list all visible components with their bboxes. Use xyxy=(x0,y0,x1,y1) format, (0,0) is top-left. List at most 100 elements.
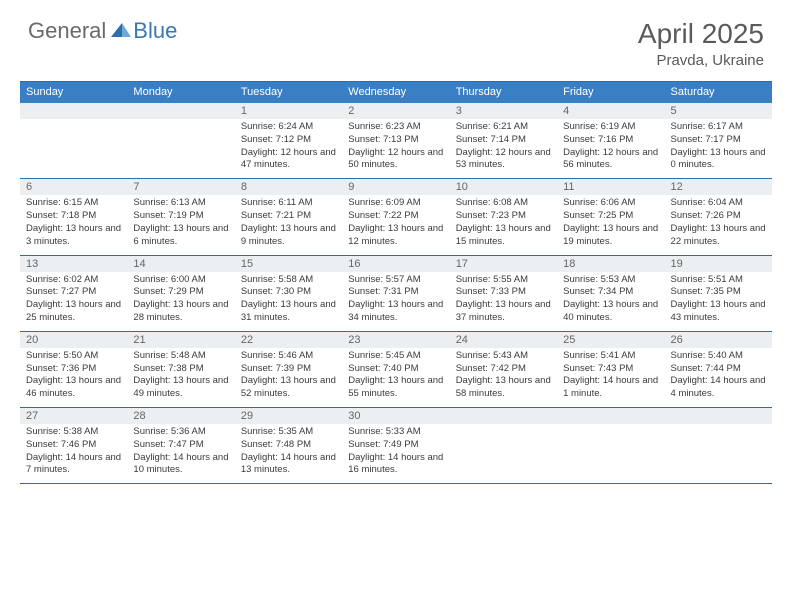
calendar-day: 4Sunrise: 6:19 AMSunset: 7:16 PMDaylight… xyxy=(557,103,664,178)
calendar-week: 6Sunrise: 6:15 AMSunset: 7:18 PMDaylight… xyxy=(20,179,772,255)
daylight-text: Daylight: 13 hours and 34 minutes. xyxy=(348,299,443,325)
calendar-day: 25Sunrise: 5:41 AMSunset: 7:43 PMDayligh… xyxy=(557,332,664,407)
sunrise-text: Sunrise: 6:17 AM xyxy=(671,121,766,134)
sunset-text: Sunset: 7:18 PM xyxy=(26,210,121,223)
daylight-text: Daylight: 14 hours and 10 minutes. xyxy=(133,452,228,478)
sunset-text: Sunset: 7:30 PM xyxy=(241,286,336,299)
calendar-day: 1Sunrise: 6:24 AMSunset: 7:12 PMDaylight… xyxy=(235,103,342,178)
daylight-text: Daylight: 13 hours and 46 minutes. xyxy=(26,375,121,401)
day-number: 5 xyxy=(665,103,772,119)
brand-part2: Blue xyxy=(133,18,177,44)
day-body: Sunrise: 5:36 AMSunset: 7:47 PMDaylight:… xyxy=(127,424,234,483)
day-body: Sunrise: 6:24 AMSunset: 7:12 PMDaylight:… xyxy=(235,119,342,178)
daylight-text: Daylight: 12 hours and 50 minutes. xyxy=(348,147,443,173)
sunrise-text: Sunrise: 6:08 AM xyxy=(456,197,551,210)
sunset-text: Sunset: 7:46 PM xyxy=(26,439,121,452)
daylight-text: Daylight: 13 hours and 12 minutes. xyxy=(348,223,443,249)
dow-friday: Friday xyxy=(557,82,664,103)
day-body: Sunrise: 6:23 AMSunset: 7:13 PMDaylight:… xyxy=(342,119,449,178)
day-number: 4 xyxy=(557,103,664,119)
calendar-grid: Sunday Monday Tuesday Wednesday Thursday… xyxy=(20,81,772,484)
sunset-text: Sunset: 7:33 PM xyxy=(456,286,551,299)
daylight-text: Daylight: 13 hours and 25 minutes. xyxy=(26,299,121,325)
page-header: General Blue April 2025 Pravda, Ukraine xyxy=(0,0,792,77)
dow-wednesday: Wednesday xyxy=(342,82,449,103)
daylight-text: Daylight: 13 hours and 19 minutes. xyxy=(563,223,658,249)
sunrise-text: Sunrise: 5:58 AM xyxy=(241,274,336,287)
day-number xyxy=(450,408,557,424)
day-body xyxy=(665,424,772,482)
day-number: 21 xyxy=(127,332,234,348)
daylight-text: Daylight: 13 hours and 28 minutes. xyxy=(133,299,228,325)
day-number: 1 xyxy=(235,103,342,119)
sunrise-text: Sunrise: 5:46 AM xyxy=(241,350,336,363)
day-number: 22 xyxy=(235,332,342,348)
day-body: Sunrise: 5:50 AMSunset: 7:36 PMDaylight:… xyxy=(20,348,127,407)
month-title: April 2025 xyxy=(638,18,764,50)
day-number: 14 xyxy=(127,256,234,272)
day-of-week-header: Sunday Monday Tuesday Wednesday Thursday… xyxy=(20,82,772,103)
sunrise-text: Sunrise: 5:36 AM xyxy=(133,426,228,439)
location-label: Pravda, Ukraine xyxy=(638,52,764,69)
daylight-text: Daylight: 12 hours and 56 minutes. xyxy=(563,147,658,173)
day-body: Sunrise: 6:09 AMSunset: 7:22 PMDaylight:… xyxy=(342,195,449,254)
day-number: 16 xyxy=(342,256,449,272)
sunset-text: Sunset: 7:14 PM xyxy=(456,134,551,147)
day-body: Sunrise: 5:43 AMSunset: 7:42 PMDaylight:… xyxy=(450,348,557,407)
sunset-text: Sunset: 7:27 PM xyxy=(26,286,121,299)
calendar-day: 2Sunrise: 6:23 AMSunset: 7:13 PMDaylight… xyxy=(342,103,449,178)
brand-part1: General xyxy=(28,18,106,44)
sunrise-text: Sunrise: 5:43 AM xyxy=(456,350,551,363)
day-number: 8 xyxy=(235,179,342,195)
day-number: 10 xyxy=(450,179,557,195)
day-body: Sunrise: 6:08 AMSunset: 7:23 PMDaylight:… xyxy=(450,195,557,254)
day-number: 19 xyxy=(665,256,772,272)
day-number: 2 xyxy=(342,103,449,119)
sunrise-text: Sunrise: 6:06 AM xyxy=(563,197,658,210)
calendar-day: 29Sunrise: 5:35 AMSunset: 7:48 PMDayligh… xyxy=(235,408,342,483)
day-body: Sunrise: 6:21 AMSunset: 7:14 PMDaylight:… xyxy=(450,119,557,178)
day-number: 7 xyxy=(127,179,234,195)
day-body: Sunrise: 5:38 AMSunset: 7:46 PMDaylight:… xyxy=(20,424,127,483)
daylight-text: Daylight: 12 hours and 47 minutes. xyxy=(241,147,336,173)
daylight-text: Daylight: 13 hours and 3 minutes. xyxy=(26,223,121,249)
sunrise-text: Sunrise: 5:51 AM xyxy=(671,274,766,287)
calendar-day: 7Sunrise: 6:13 AMSunset: 7:19 PMDaylight… xyxy=(127,179,234,254)
dow-tuesday: Tuesday xyxy=(235,82,342,103)
daylight-text: Daylight: 13 hours and 52 minutes. xyxy=(241,375,336,401)
calendar-day xyxy=(127,103,234,178)
sunrise-text: Sunrise: 6:23 AM xyxy=(348,121,443,134)
sunset-text: Sunset: 7:36 PM xyxy=(26,363,121,376)
calendar-day: 26Sunrise: 5:40 AMSunset: 7:44 PMDayligh… xyxy=(665,332,772,407)
day-body xyxy=(557,424,664,482)
title-block: April 2025 Pravda, Ukraine xyxy=(638,18,764,69)
day-body: Sunrise: 5:51 AMSunset: 7:35 PMDaylight:… xyxy=(665,272,772,331)
sunrise-text: Sunrise: 5:57 AM xyxy=(348,274,443,287)
calendar-day: 23Sunrise: 5:45 AMSunset: 7:40 PMDayligh… xyxy=(342,332,449,407)
daylight-text: Daylight: 13 hours and 15 minutes. xyxy=(456,223,551,249)
sunset-text: Sunset: 7:47 PM xyxy=(133,439,228,452)
sunrise-text: Sunrise: 5:33 AM xyxy=(348,426,443,439)
day-number: 13 xyxy=(20,256,127,272)
sunset-text: Sunset: 7:13 PM xyxy=(348,134,443,147)
day-body: Sunrise: 6:15 AMSunset: 7:18 PMDaylight:… xyxy=(20,195,127,254)
daylight-text: Daylight: 13 hours and 58 minutes. xyxy=(456,375,551,401)
sunrise-text: Sunrise: 6:19 AM xyxy=(563,121,658,134)
sunset-text: Sunset: 7:42 PM xyxy=(456,363,551,376)
sunrise-text: Sunrise: 6:15 AM xyxy=(26,197,121,210)
calendar-day: 20Sunrise: 5:50 AMSunset: 7:36 PMDayligh… xyxy=(20,332,127,407)
day-body: Sunrise: 6:13 AMSunset: 7:19 PMDaylight:… xyxy=(127,195,234,254)
calendar-day xyxy=(20,103,127,178)
day-body: Sunrise: 5:55 AMSunset: 7:33 PMDaylight:… xyxy=(450,272,557,331)
sunset-text: Sunset: 7:17 PM xyxy=(671,134,766,147)
day-number: 24 xyxy=(450,332,557,348)
daylight-text: Daylight: 14 hours and 7 minutes. xyxy=(26,452,121,478)
sunset-text: Sunset: 7:31 PM xyxy=(348,286,443,299)
day-body: Sunrise: 6:02 AMSunset: 7:27 PMDaylight:… xyxy=(20,272,127,331)
calendar-week: 20Sunrise: 5:50 AMSunset: 7:36 PMDayligh… xyxy=(20,332,772,408)
day-body: Sunrise: 5:45 AMSunset: 7:40 PMDaylight:… xyxy=(342,348,449,407)
sunrise-text: Sunrise: 6:21 AM xyxy=(456,121,551,134)
sunrise-text: Sunrise: 5:35 AM xyxy=(241,426,336,439)
calendar-day: 28Sunrise: 5:36 AMSunset: 7:47 PMDayligh… xyxy=(127,408,234,483)
day-number: 30 xyxy=(342,408,449,424)
